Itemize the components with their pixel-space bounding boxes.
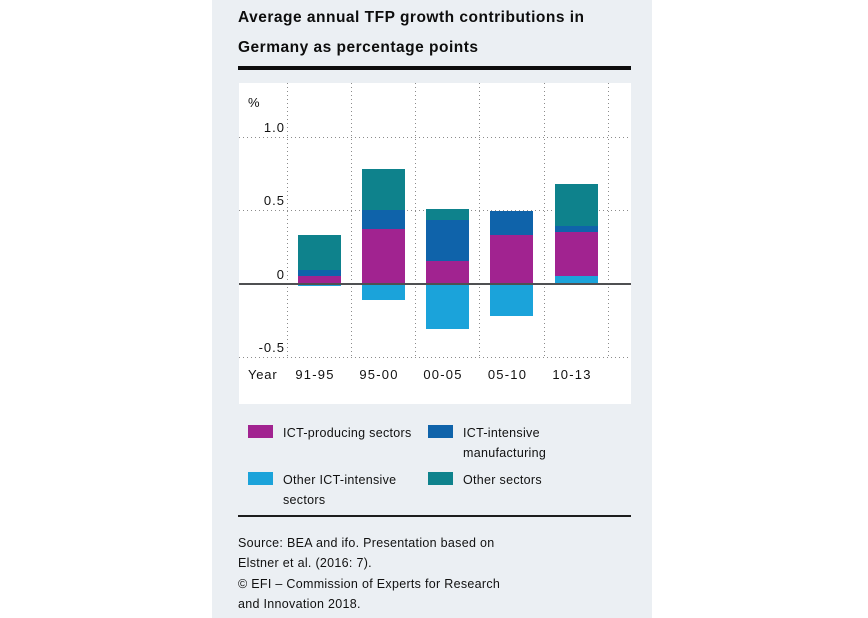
legend-label: Other sectors	[463, 473, 542, 487]
zero-axis-line	[239, 282, 631, 285]
plot-area: 1.0 0.5 0 -0.5% 91-95 95-00 00-05 05-10 10-13 Yea…	[239, 83, 631, 404]
x-tick-label: 91-95	[295, 367, 335, 382]
bar-segment	[425, 220, 469, 262]
bar-segment	[297, 270, 341, 277]
y-tick-label: 0	[276, 266, 285, 282]
vertical-gridline	[351, 83, 352, 357]
source-line: Elstner et al. (2016: 7).	[238, 556, 372, 571]
bar-segment	[490, 211, 533, 235]
x-tick-label: 95-00	[359, 367, 399, 382]
y-axis-unit-label: %	[248, 95, 260, 110]
vertical-gridline	[287, 83, 288, 357]
y-tick-label: -0.5	[258, 340, 285, 355]
horizontal-gridline	[239, 357, 631, 358]
chart-title-line2: Germany as percentage points	[238, 39, 479, 56]
source-note: Source: BEA and ifo. Presentation based …	[238, 533, 638, 614]
chart-title-line1: Average annual TFP growth contributions …	[238, 9, 585, 26]
x-tick-label: 10-13	[552, 367, 592, 382]
vertical-gridline	[479, 83, 480, 357]
y-tick-label: 0.5	[263, 193, 285, 208]
x-tick-label: 00-05	[423, 367, 463, 382]
bar-segment	[361, 229, 405, 284]
bar-segment	[297, 276, 341, 284]
bar-segment	[297, 234, 341, 271]
bar-segment	[361, 210, 405, 230]
legend-swatch	[428, 472, 453, 485]
chart-title: Average annual TFP growth contributions …	[238, 3, 638, 63]
bar-segment	[425, 261, 469, 284]
x-axis-title: Year	[248, 367, 278, 382]
bar-segment	[361, 283, 405, 300]
bar-segment	[425, 283, 469, 330]
legend-swatch	[248, 425, 273, 438]
vertical-gridline	[544, 83, 545, 357]
source-line: and Innovation 2018.	[238, 596, 361, 611]
legend-label: ICT-producing sectors	[283, 426, 412, 440]
legend-rule	[238, 515, 631, 517]
horizontal-gridline	[239, 137, 631, 138]
x-tick-label: 05-10	[487, 367, 528, 382]
legend-swatch	[248, 472, 273, 485]
bar-segment	[554, 183, 598, 227]
title-rule	[238, 66, 631, 70]
bar-segment	[361, 168, 405, 210]
vertical-gridline	[415, 83, 416, 357]
bar-segment	[554, 226, 598, 233]
bar-segment	[490, 234, 533, 284]
bar-segment	[425, 208, 469, 221]
y-tick-label: 1.0	[263, 119, 285, 135]
vertical-gridline	[608, 83, 609, 357]
bar-segment	[297, 283, 341, 287]
legend-swatch	[428, 425, 453, 438]
legend-label: Other ICT-intensive sectors	[283, 473, 397, 507]
bar-segment	[490, 283, 533, 316]
bar-segment	[554, 276, 598, 284]
source-line: © EFI – Commission of Experts for Resear…	[238, 576, 501, 591]
source-line: Source: BEA and ifo. Presentation based …	[238, 536, 495, 550]
bar-segment	[554, 232, 598, 277]
legend-label: ICT-intensive manufacturing	[463, 426, 547, 460]
